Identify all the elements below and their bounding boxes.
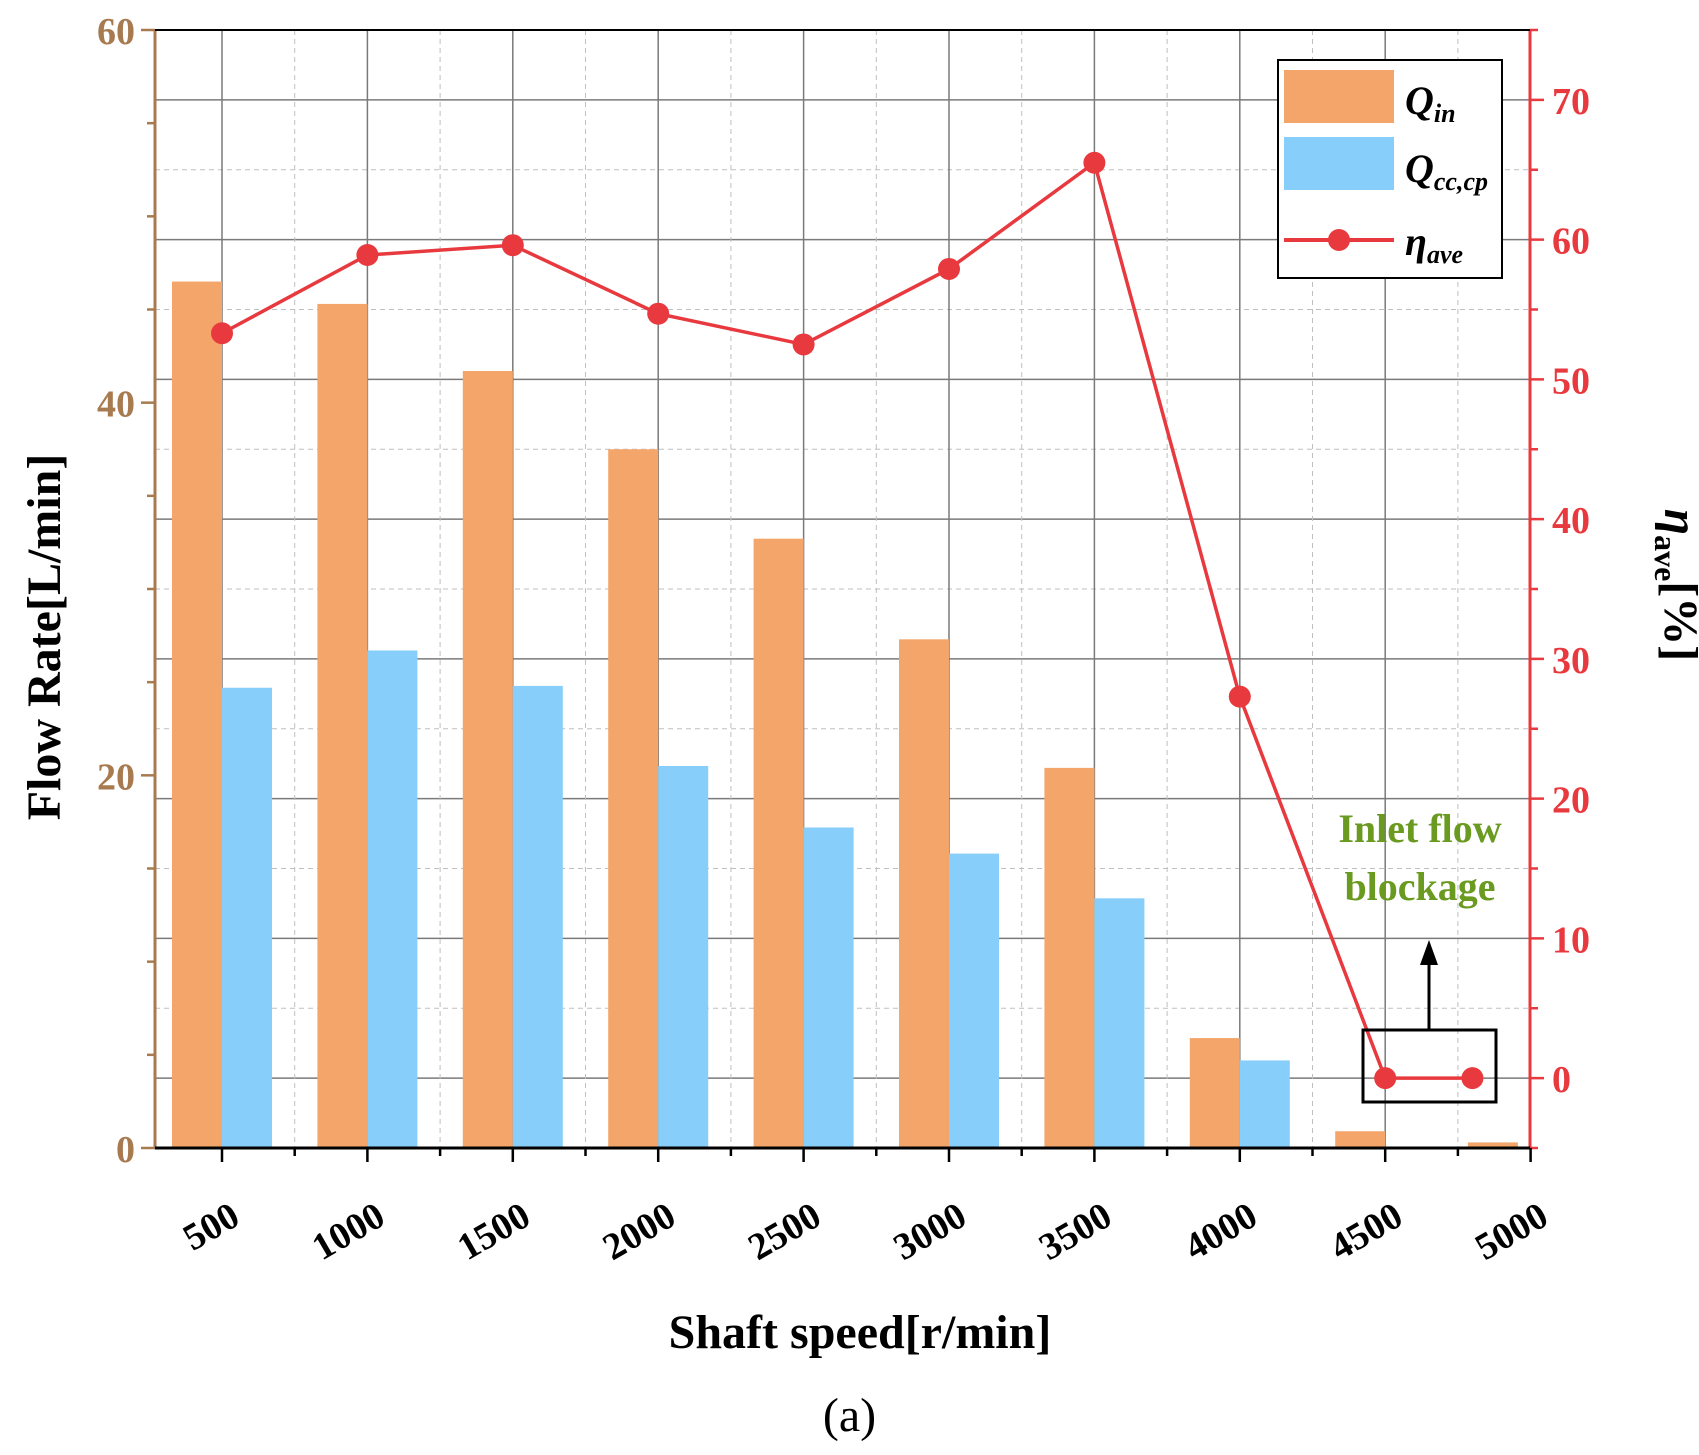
right-axis-tick-label: 0 bbox=[1552, 1059, 1571, 1101]
bar-q-in bbox=[172, 281, 222, 1148]
legend-swatch-q-in bbox=[1284, 70, 1394, 123]
left-axis-tick-label: 0 bbox=[116, 1129, 135, 1171]
chart: 0 20 40 60 0 10 20 30 40 50 60 70 500 1000 1500 2000 2… bbox=[18, 11, 1699, 1359]
efficiency-point bbox=[211, 322, 233, 345]
legend-label-q-in: Qin bbox=[1405, 78, 1456, 128]
y-axis-title: Flow Rate[L/min] bbox=[18, 454, 71, 821]
y2-axis-title-unit: [%] bbox=[1654, 581, 1699, 661]
x-axis-tick-label: 1500 bbox=[450, 1194, 537, 1268]
bar-q-in bbox=[753, 538, 804, 1148]
bar-q-cc-cp bbox=[658, 766, 709, 1148]
x-axis-tick-label: 4000 bbox=[1177, 1194, 1264, 1268]
y2-axis-title-sub: ave bbox=[1648, 535, 1684, 581]
bars bbox=[172, 281, 1518, 1148]
efficiency-point bbox=[356, 243, 379, 266]
y2-axis-title: ηave[%] bbox=[1648, 509, 1699, 662]
bar-q-in bbox=[608, 449, 659, 1148]
bar-q-cc-cp bbox=[1094, 898, 1145, 1148]
x-axis-tick-label: 1000 bbox=[305, 1194, 392, 1268]
bar-q-in bbox=[1335, 1131, 1386, 1148]
x-axis-tick-label: 3000 bbox=[887, 1194, 974, 1268]
annotation-line-2: blockage bbox=[1344, 864, 1495, 909]
right-axis-tick-label: 60 bbox=[1552, 221, 1590, 263]
left-axis-ticks: 0 20 40 60 bbox=[97, 11, 155, 1171]
legend-swatch-q-cc bbox=[1284, 137, 1394, 190]
legend-q-in-main: Q bbox=[1405, 78, 1434, 123]
efficiency-point bbox=[1461, 1067, 1484, 1090]
left-axis-tick-label: 60 bbox=[97, 11, 135, 53]
bar-q-in-extra bbox=[1467, 1142, 1518, 1148]
x-axis-tick-label: 5000 bbox=[1468, 1194, 1555, 1268]
efficiency-point bbox=[1228, 685, 1251, 708]
x-axis-tick-label: 3500 bbox=[1032, 1194, 1119, 1268]
annotation: Inlet flow blockage bbox=[1338, 806, 1502, 1104]
efficiency-point bbox=[938, 257, 960, 280]
bar-q-cc-cp bbox=[949, 853, 999, 1148]
bar-q-in bbox=[317, 303, 368, 1148]
y2-axis-title-symbol: η bbox=[1654, 509, 1699, 535]
bar-q-in bbox=[462, 370, 513, 1148]
annotation-line-1: Inlet flow bbox=[1338, 806, 1501, 851]
legend: Qin Qcc,cp ηave bbox=[1277, 59, 1503, 279]
x-axis-title: Shaft speed[r/min] bbox=[669, 1306, 1052, 1359]
efficiency-point bbox=[1083, 151, 1106, 174]
efficiency-point bbox=[792, 333, 815, 356]
left-axis-tick-label: 20 bbox=[97, 756, 135, 798]
efficiency-point bbox=[1374, 1067, 1397, 1090]
bar-q-cc-cp bbox=[803, 827, 854, 1148]
right-axis-tick-label: 30 bbox=[1552, 640, 1590, 682]
annotation-arrowhead bbox=[1420, 940, 1438, 965]
bar-q-in bbox=[1044, 767, 1095, 1148]
x-axis-tick-label: 4500 bbox=[1323, 1194, 1410, 1268]
x-axis-ticks: 500 1000 1500 2000 2500 3000 3500 4000 4500 5000 bbox=[176, 1148, 1555, 1269]
x-axis-tick-label: 2000 bbox=[596, 1194, 683, 1268]
annotation-box bbox=[1361, 1028, 1498, 1104]
legend-label-q-cc: Qcc,cp bbox=[1405, 146, 1488, 196]
legend-label-eta: ηave bbox=[1405, 219, 1463, 269]
legend-q-cc-main: Q bbox=[1405, 146, 1434, 191]
legend-eta-sub: ave bbox=[1427, 240, 1463, 269]
efficiency-polyline bbox=[221, 159, 1473, 1080]
left-axis-tick-label: 40 bbox=[97, 384, 135, 426]
right-axis-tick-label: 10 bbox=[1552, 919, 1590, 961]
bar-q-cc-cp bbox=[512, 685, 563, 1148]
bar-q-cc-cp bbox=[222, 687, 272, 1148]
x-axis-tick-label: 2500 bbox=[741, 1194, 828, 1268]
right-axis-tick-label: 70 bbox=[1552, 81, 1590, 123]
legend-eta-main: η bbox=[1405, 219, 1427, 264]
x-axis-tick-label: 500 bbox=[176, 1194, 246, 1259]
right-axis-tick-label: 20 bbox=[1552, 780, 1590, 822]
legend-q-in-sub: in bbox=[1434, 99, 1456, 128]
bar-q-in bbox=[1189, 1038, 1240, 1148]
bar-q-cc-cp bbox=[367, 650, 418, 1148]
efficiency-line bbox=[211, 151, 1484, 1090]
legend-marker-eta bbox=[1328, 229, 1350, 251]
efficiency-point bbox=[501, 234, 524, 257]
legend-q-cc-sub: cc,cp bbox=[1434, 167, 1488, 196]
right-axis-tick-label: 40 bbox=[1552, 500, 1590, 542]
bar-q-in bbox=[899, 639, 949, 1148]
right-axis-ticks: 0 10 20 30 40 50 60 70 bbox=[1530, 28, 1590, 1150]
bar-q-cc-cp bbox=[1239, 1060, 1290, 1148]
right-axis-tick-label: 50 bbox=[1552, 360, 1590, 402]
efficiency-point bbox=[647, 302, 670, 325]
figure-caption: (a) bbox=[822, 1389, 877, 1442]
